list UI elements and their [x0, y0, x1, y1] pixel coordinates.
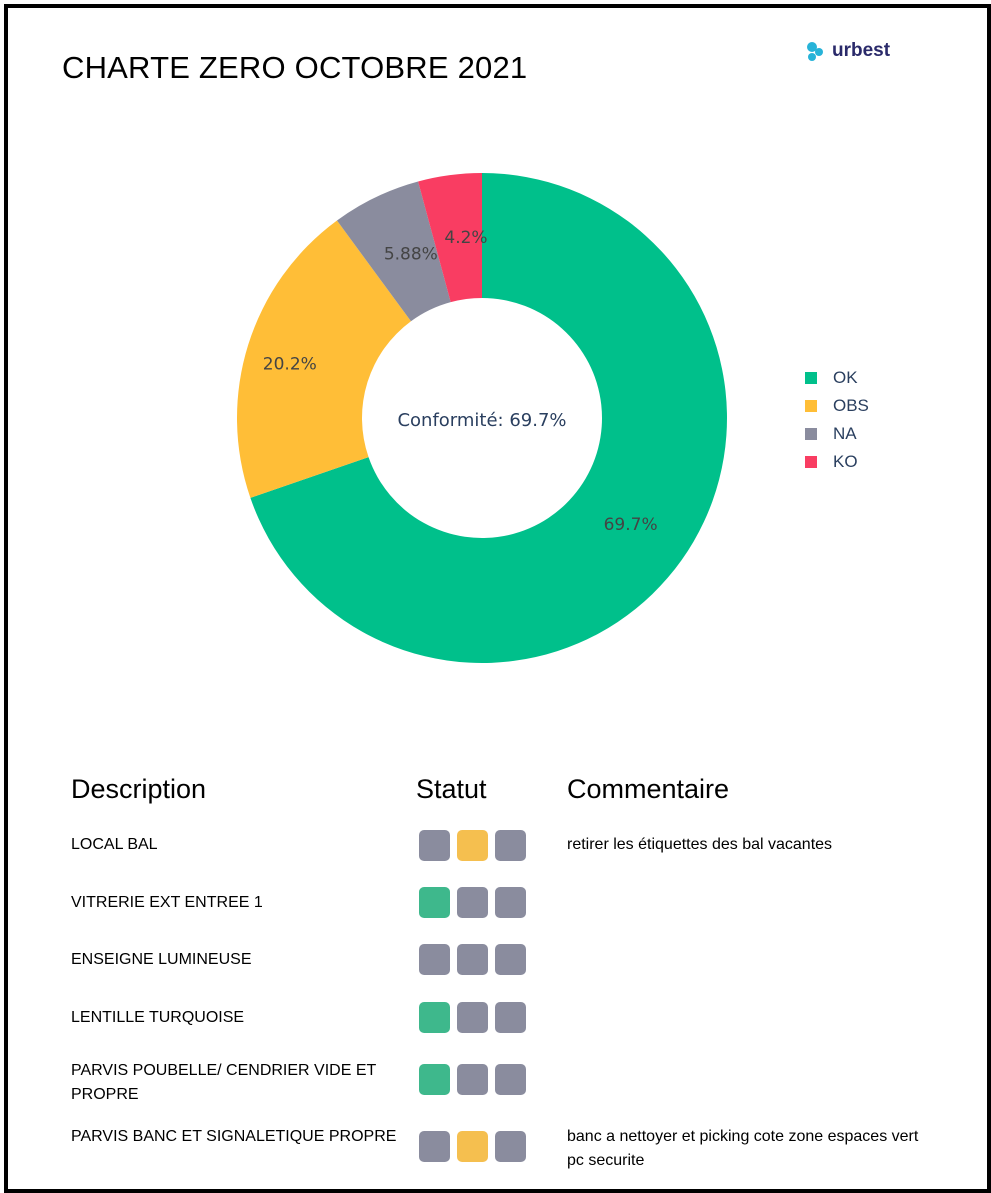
- status-square: [419, 887, 450, 918]
- row-description: VITRERIE EXT ENTREE 1: [71, 894, 263, 911]
- legend-swatch-obs: [805, 400, 817, 412]
- slice-label-na: 5.88%: [384, 245, 438, 265]
- status-square: [457, 1064, 488, 1095]
- row-status: [419, 1131, 526, 1162]
- page-title: CHARTE ZERO OCTOBRE 2021: [62, 50, 528, 85]
- donut-slice-ok[interactable]: [250, 173, 727, 663]
- status-square: [457, 887, 488, 918]
- status-square: [419, 830, 450, 861]
- status-square: [457, 830, 488, 861]
- row-status: [419, 944, 526, 975]
- row-description: LOCAL BAL: [71, 836, 158, 853]
- row-description: PARVIS POUBELLE/ CENDRIER VIDE ET PROPRE: [71, 1062, 376, 1103]
- row-description: LENTILLE TURQUOISE: [71, 1009, 245, 1026]
- status-square: [495, 944, 526, 975]
- status-square: [457, 944, 488, 975]
- row-comment: banc a nettoyer et picking cote zone esp…: [567, 1128, 919, 1169]
- logo-text: urbest: [832, 40, 891, 61]
- legend-label-obs: OBS: [833, 396, 869, 415]
- legend-item-ko[interactable]: KO: [805, 448, 869, 476]
- brand-logo: urbest: [804, 40, 890, 62]
- status-square: [457, 1002, 488, 1033]
- status-square: [495, 887, 526, 918]
- row-description: ENSEIGNE LUMINEUSE: [71, 951, 252, 968]
- chart-legend: OK OBS NA KO: [805, 364, 869, 476]
- legend-item-obs[interactable]: OBS: [805, 392, 869, 420]
- legend-item-na[interactable]: NA: [805, 420, 869, 448]
- legend-swatch-ko: [805, 456, 817, 468]
- row-status: [419, 1064, 526, 1095]
- column-header-description: Description: [71, 774, 207, 804]
- donut-slice-obs[interactable]: [236, 220, 411, 498]
- row-status: [419, 830, 526, 861]
- legend-label-na: NA: [833, 424, 857, 443]
- legend-item-ok[interactable]: OK: [805, 364, 869, 392]
- status-square: [419, 944, 450, 975]
- slice-label-ok: 69.7%: [604, 515, 658, 535]
- slice-label-obs: 20.2%: [263, 355, 317, 375]
- legend-swatch-ok: [805, 372, 817, 384]
- status-square: [419, 1002, 450, 1033]
- legend-label-ok: OK: [833, 368, 858, 387]
- row-comment: retirer les étiquettes des bal vacantes: [567, 836, 833, 853]
- status-square: [495, 1064, 526, 1095]
- row-status: [419, 1002, 526, 1033]
- legend-swatch-na: [805, 428, 817, 440]
- urbest-logo-icon: [807, 42, 823, 61]
- donut-center-text: Conformité: 69.7%: [397, 410, 566, 431]
- status-square: [495, 1131, 526, 1162]
- row-status: [419, 887, 526, 918]
- column-header-commentaire: Commentaire: [567, 774, 730, 804]
- column-header-statut: Statut: [416, 774, 487, 804]
- status-square: [419, 1064, 450, 1095]
- donut-slice-na[interactable]: [336, 181, 451, 322]
- status-square: [495, 1002, 526, 1033]
- donut-slice-ko[interactable]: [418, 173, 482, 303]
- legend-label-ko: KO: [833, 452, 858, 471]
- donut-chart: 69.7% 20.2% 5.88% 4.2% Conformité: 69.7%: [236, 173, 727, 663]
- row-description: PARVIS BANC ET SIGNALETIQUE PROPRE: [71, 1128, 397, 1145]
- slice-label-ko: 4.2%: [444, 228, 487, 248]
- status-square: [419, 1131, 450, 1162]
- status-square: [457, 1131, 488, 1162]
- status-square: [495, 830, 526, 861]
